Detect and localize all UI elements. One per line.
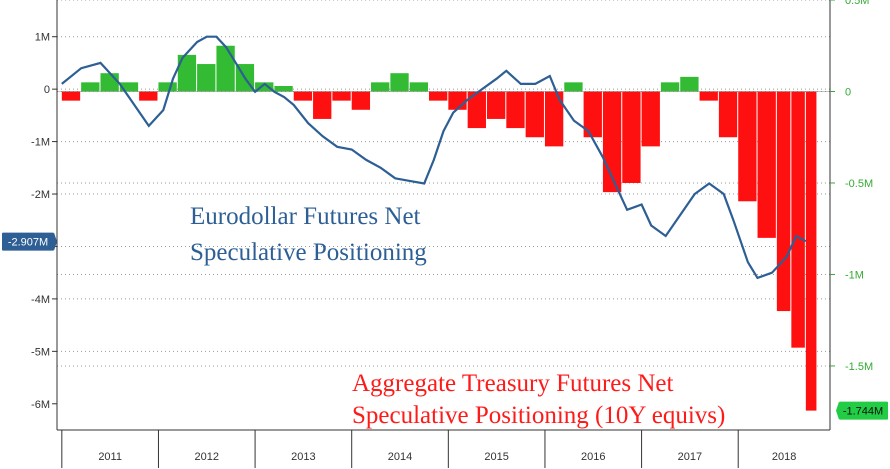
treasury-bar [660,82,680,92]
treasury-bar [177,54,197,92]
left-tick-label: -4M [31,294,50,306]
left-tick-label: -2M [31,189,50,201]
treasury-bar [680,76,699,92]
treasury-bar [718,91,738,138]
eurodollar-line [61,35,807,280]
eurodollar-last-value-label: -2.907M [8,237,48,249]
treasury-bar [332,91,351,101]
treasury-bar [757,91,776,238]
treasury-bar [525,91,544,138]
treasury-bar [81,82,100,92]
treasury-bar [583,91,602,138]
x-tick-label: 2011 [98,451,122,463]
left-tick-label: 0 [44,84,50,96]
treasury-bar [564,82,583,92]
x-tick-label: 2012 [195,451,219,463]
treasury-bar [255,82,274,92]
treasury-bar [699,91,718,101]
x-tick-label: 2015 [484,451,508,463]
eurodollar-last-value-badge [2,232,54,251]
right-tick-label: -0.5M [845,178,873,190]
left-axis-ticks: 1M 0 -1M -2M -2.907M -4M -5M -6M [2,32,57,411]
treasury-annotation-line2: Speculative Positioning (10Y equivs) [352,402,725,429]
x-tick-label: 2016 [581,451,605,463]
right-tick-label: 0 [845,86,851,98]
treasury-bar [293,91,313,101]
treasury-bar [622,91,641,183]
treasury-bar [139,91,158,101]
treasury-bar [351,91,371,110]
treasury-bar [158,82,177,92]
right-tick-label: 0.5M [845,0,869,7]
treasury-bar [274,86,293,92]
x-tick-label: 2014 [388,451,412,463]
left-tick-label: -1M [31,137,50,149]
eurodollar-annotation-line1: Eurodollar Futures Net [190,203,421,230]
treasury-bar [409,82,429,92]
grid-layer [57,0,830,367]
left-tick-label: 1M [35,32,50,44]
right-axis-ticks: 0.5M 0 -0.5M -1M -1.5M -1.744M [830,0,888,420]
treasury-bar [641,91,660,147]
right-tick-label: -1.5M [845,361,873,373]
treasury-bar [448,91,467,110]
treasury-bar [100,73,119,92]
treasury-bar [371,82,390,92]
left-tick-label: -6M [31,399,50,411]
treasury-bars-layer [57,45,830,411]
right-tick-label: -1M [845,269,864,281]
treasury-bar [390,73,409,92]
treasury-bar [506,91,525,129]
treasury-bar [216,45,235,92]
badge-pointer [54,232,57,251]
treasury-bar [313,91,332,119]
x-tick-label: 2013 [291,451,315,463]
treasury-bar [61,91,81,101]
treasury-bar [544,91,564,147]
treasury-annotation-line1: Aggregate Treasury Futures Net [352,370,674,397]
treasury-bar [486,91,506,119]
treasury-bar [805,91,817,411]
x-tick-label: 2017 [678,451,702,463]
treasury-bar [738,91,757,202]
treasury-bar [776,91,791,312]
treasury-bar [197,64,216,92]
treasury-bar [119,82,139,92]
badge-pointer [836,401,839,420]
treasury-last-value-badge [839,401,888,420]
treasury-bar [429,91,448,101]
treasury-bar [791,91,805,348]
treasury-bar [467,91,486,129]
x-tick-label: 2018 [772,451,796,463]
left-tick-label: -5M [31,346,50,358]
eurodollar-annotation-line2: Speculative Positioning [190,239,427,266]
x-axis-ticks: 2011 2012 2013 2014 2015 2016 2017 2018 [61,430,796,468]
treasury-last-value-label: -1.744M [843,406,883,418]
